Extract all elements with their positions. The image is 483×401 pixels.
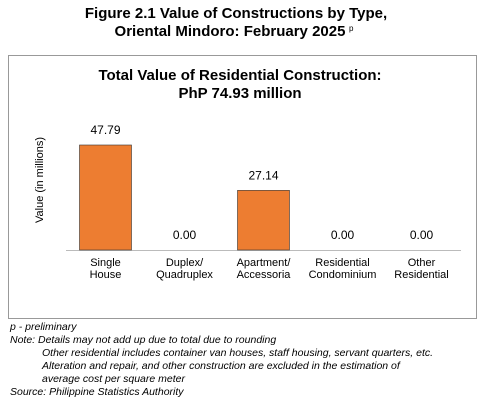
note: average cost per square meter	[42, 373, 185, 385]
chart-subtitle: PhP 74.93 million	[178, 85, 301, 102]
note: Other residential includes container van…	[42, 347, 433, 359]
x-tick-label: Condominium	[309, 269, 377, 281]
title-superscript: p	[349, 24, 354, 33]
value-label: 27.14	[248, 169, 278, 183]
note: Source: Philippine Statistics Authority	[10, 386, 184, 398]
x-tick-label: Residential	[394, 269, 448, 281]
note: Alteration and repair, and other constru…	[41, 360, 401, 372]
value-label: 0.00	[173, 228, 197, 242]
note: Note: Details may not add up due to tota…	[10, 334, 276, 346]
y-axis-label: Value (in millions)	[34, 137, 46, 223]
chart-title: Oriental Mindoro: February 2025	[115, 23, 346, 40]
x-tick-label: Residential	[315, 257, 369, 269]
value-label: 0.00	[331, 228, 355, 242]
x-tick-label: Apartment/	[237, 257, 292, 269]
chart-subtitle: Total Value of Residential Construction:	[98, 67, 381, 84]
x-tick-label: Quadruplex	[156, 269, 213, 281]
x-tick-label: Other	[408, 257, 436, 269]
x-tick-label: Duplex/	[166, 257, 204, 269]
x-tick-label: Single	[90, 257, 121, 269]
x-tick-label: House	[90, 269, 122, 281]
value-label: 47.79	[90, 123, 120, 137]
value-label: 0.00	[410, 228, 434, 242]
note: p - preliminary	[9, 321, 77, 333]
chart-title: Figure 2.1 Value of Constructions by Typ…	[85, 5, 387, 22]
bar	[237, 190, 290, 251]
chart-frame	[8, 55, 477, 319]
bar	[79, 144, 132, 251]
x-tick-label: Accessoria	[237, 269, 292, 281]
